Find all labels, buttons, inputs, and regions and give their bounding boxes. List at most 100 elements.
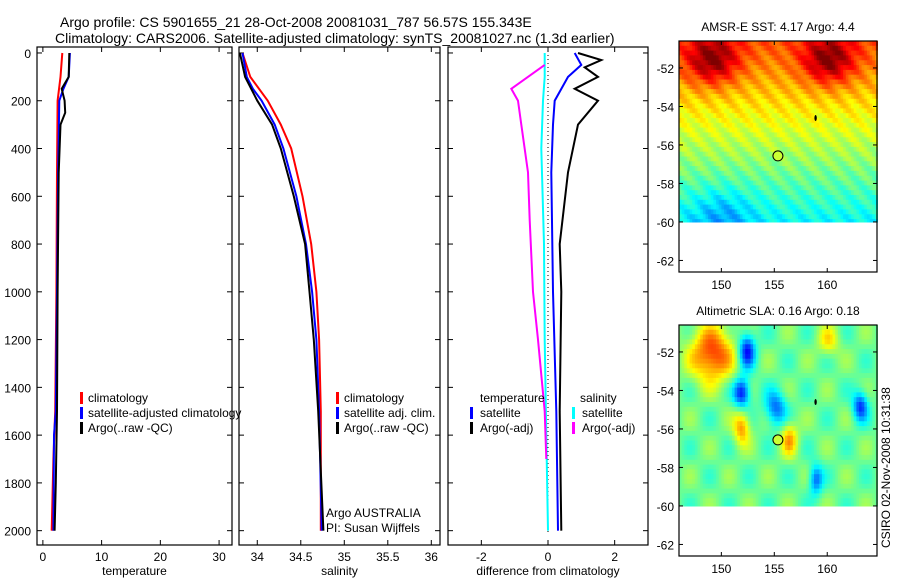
map-cell bbox=[708, 55, 712, 61]
map-cell bbox=[745, 339, 749, 345]
map-cell bbox=[792, 98, 796, 105]
map-cell bbox=[816, 161, 820, 167]
map-cell bbox=[726, 108, 730, 114]
map-cell bbox=[718, 214, 722, 220]
map-cell bbox=[866, 50, 870, 56]
map-cell bbox=[869, 214, 873, 220]
map-cell bbox=[779, 161, 783, 167]
map-cell bbox=[705, 219, 709, 223]
map-cell bbox=[856, 45, 860, 52]
map-cell bbox=[859, 166, 863, 172]
map-cell bbox=[829, 204, 833, 210]
map-cell bbox=[808, 325, 812, 331]
map-cell bbox=[710, 45, 714, 52]
map-cell bbox=[816, 74, 820, 80]
map-cell bbox=[872, 353, 876, 360]
map-cell bbox=[763, 426, 767, 432]
map-cell bbox=[774, 382, 778, 389]
map-cell bbox=[742, 339, 746, 345]
map-cell bbox=[832, 69, 836, 76]
map-cell bbox=[811, 435, 815, 441]
map-cell bbox=[721, 185, 725, 191]
map-cell bbox=[718, 344, 722, 350]
map-cell bbox=[851, 122, 855, 129]
map-cell bbox=[859, 344, 863, 350]
map-cell bbox=[840, 406, 844, 413]
map-cell bbox=[739, 170, 743, 177]
map-cell bbox=[771, 84, 775, 90]
map-cell bbox=[835, 402, 839, 408]
map-cell bbox=[753, 132, 757, 138]
map-cell bbox=[853, 190, 857, 196]
map-cell bbox=[681, 151, 685, 157]
map-cell bbox=[840, 373, 844, 379]
map-cell bbox=[856, 353, 860, 360]
map-cell bbox=[710, 132, 714, 138]
map-cell bbox=[758, 41, 762, 47]
map-cell bbox=[803, 190, 807, 196]
map-cell bbox=[774, 373, 778, 379]
map-cell bbox=[729, 122, 733, 129]
map-cell bbox=[705, 214, 709, 220]
map-cell bbox=[864, 137, 868, 143]
map-cell bbox=[795, 122, 799, 129]
map-cell bbox=[787, 382, 791, 389]
map-cell bbox=[787, 204, 791, 210]
map-cell bbox=[724, 325, 728, 331]
map-cell bbox=[686, 103, 690, 109]
map-cell bbox=[819, 166, 823, 172]
map-cell bbox=[700, 127, 704, 133]
map-cell bbox=[827, 204, 831, 210]
map-cell bbox=[739, 55, 743, 61]
map-cell bbox=[787, 103, 791, 109]
map-cell bbox=[758, 98, 762, 105]
map-cell bbox=[729, 430, 733, 437]
map-cell bbox=[843, 214, 847, 220]
map-cell bbox=[829, 353, 833, 360]
map-cell bbox=[864, 146, 868, 153]
map-cell bbox=[721, 440, 725, 446]
map-cell bbox=[869, 137, 873, 143]
map-cell bbox=[845, 103, 849, 109]
map-cell bbox=[705, 74, 709, 80]
map-cell bbox=[795, 426, 799, 432]
map-cell bbox=[694, 397, 698, 403]
map-cell bbox=[745, 166, 749, 172]
map-cell bbox=[829, 344, 833, 350]
map-cell bbox=[851, 411, 855, 417]
map-cell bbox=[731, 435, 735, 441]
map-cell bbox=[766, 382, 770, 389]
map-cell bbox=[737, 93, 741, 100]
map-cell bbox=[866, 353, 870, 360]
map-cell bbox=[745, 329, 749, 336]
map-cell bbox=[856, 79, 860, 85]
map-cell bbox=[795, 339, 799, 345]
map-cell bbox=[742, 118, 746, 124]
map-cell bbox=[787, 195, 791, 201]
map-cell bbox=[747, 89, 751, 95]
map-cell bbox=[782, 373, 786, 379]
map-cell bbox=[721, 397, 725, 403]
map-cell bbox=[721, 45, 725, 52]
map-cell bbox=[792, 329, 796, 336]
map-cell bbox=[774, 74, 778, 80]
map-cell bbox=[869, 166, 873, 172]
map-cell bbox=[771, 430, 775, 437]
map-cell bbox=[835, 170, 839, 177]
map-cell bbox=[766, 214, 770, 220]
map-cell bbox=[721, 127, 725, 133]
map-cell bbox=[705, 146, 709, 153]
map-cell bbox=[763, 406, 767, 413]
map-cell bbox=[726, 373, 730, 379]
map-cell bbox=[737, 334, 741, 340]
map-cell bbox=[776, 209, 780, 215]
map-cell bbox=[679, 209, 683, 215]
map-cell bbox=[827, 50, 831, 56]
map-cell bbox=[763, 137, 767, 143]
map-cell bbox=[792, 84, 796, 90]
map-cell bbox=[734, 411, 738, 417]
map-cell bbox=[784, 142, 788, 148]
map-cell bbox=[779, 339, 783, 345]
map-cell bbox=[769, 426, 773, 432]
map-cell bbox=[734, 69, 738, 76]
